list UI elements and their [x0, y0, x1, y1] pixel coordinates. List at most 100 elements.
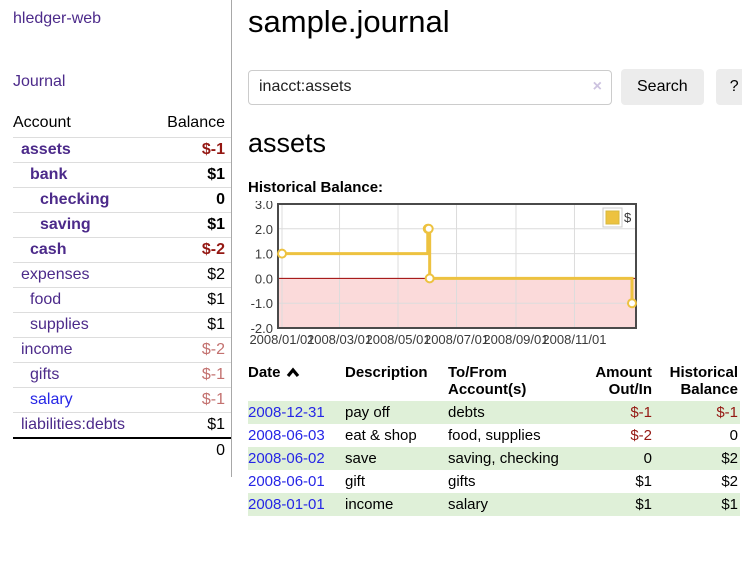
historical-balance-chart: 3.0 2.0 1.0 0.0 -1.0 -2.0 2008/01/01 2008/03/01… — [248, 201, 742, 351]
sidebar-account-link[interactable]: supplies — [30, 316, 89, 333]
sidebar-account-link[interactable]: cash — [30, 241, 67, 258]
svg-text:3.0: 3.0 — [255, 201, 273, 212]
account-row: liabilities:debts $1 — [13, 412, 231, 438]
sidebar-account-balance: 0 — [151, 187, 231, 213]
register-col-amount: Amount Out/In — [595, 364, 652, 398]
register-accounts: debts — [448, 404, 485, 421]
account-row: bank $1 — [13, 162, 231, 188]
app-title-link[interactable]: hledger-web — [13, 10, 102, 27]
sidebar-account-balance: $1 — [151, 412, 231, 438]
register-date-link[interactable]: 2008-06-02 — [248, 450, 325, 467]
register-date-link[interactable]: 2008-06-01 — [248, 473, 325, 490]
register-amount: $1 — [635, 473, 652, 490]
search-button[interactable]: Search — [621, 69, 704, 105]
register-accounts: food, supplies — [448, 427, 541, 444]
accounts-col-balance: Balance — [167, 114, 225, 131]
sort-ascending-icon — [286, 367, 299, 378]
register-balance: 0 — [729, 427, 738, 444]
register-col-accounts: To/From Account(s) — [448, 364, 527, 398]
sidebar-account-balance: $-1 — [151, 387, 231, 413]
accounts-col-account: Account — [13, 114, 71, 131]
account-row: gifts $-1 — [13, 362, 231, 388]
register-header-row: Date Description To/From Account(s) Amou… — [248, 362, 740, 401]
svg-text:2008/05/01: 2008/05/01 — [365, 332, 430, 347]
sidebar-account-link[interactable]: gifts — [30, 366, 60, 383]
account-row: assets $-1 — [13, 137, 231, 163]
svg-text:1.0: 1.0 — [255, 247, 273, 262]
sidebar-account-link[interactable]: liabilities:debts — [21, 416, 126, 433]
register-col-balance: Historical Balance — [669, 364, 738, 398]
sidebar: hledger-web Journal Account Balance asse… — [0, 0, 232, 477]
register-description: gift — [345, 473, 366, 490]
accounts-table-body: assets $-1 bank $1 checking 0 saving $1 cash $-2 e… — [13, 137, 231, 438]
legend-label: $ — [624, 210, 632, 225]
data-point — [423, 223, 434, 234]
svg-text:2.0: 2.0 — [255, 222, 273, 237]
account-heading: assets — [248, 128, 327, 158]
accounts-header-row: Account Balance — [13, 112, 231, 138]
register-balance: $1 — [721, 496, 738, 513]
sidebar-account-balance: $-1 — [151, 137, 231, 163]
account-row: income $-2 — [13, 337, 231, 363]
search-input[interactable] — [248, 69, 612, 105]
sidebar-account-balance: $1 — [151, 162, 231, 188]
register-row: 2008-06-03 eat & shop food, supplies $-2 0 — [248, 424, 740, 447]
register-accounts: saving, checking — [448, 450, 559, 467]
register-amount: $-1 — [630, 404, 652, 421]
register-balance: $-1 — [716, 404, 738, 421]
svg-text:2008/09/01: 2008/09/01 — [483, 332, 548, 347]
sidebar-account-link[interactable]: saving — [40, 216, 91, 233]
register-balance: $2 — [721, 473, 738, 490]
register-date-link[interactable]: 2008-06-03 — [248, 427, 325, 444]
sidebar-account-balance: $1 — [151, 212, 231, 238]
svg-text:2008/11/01: 2008/11/01 — [542, 332, 606, 347]
account-row: cash $-2 — [13, 237, 231, 263]
register-accounts: salary — [448, 496, 489, 513]
data-point — [627, 298, 637, 309]
svg-text:2008/03/01: 2008/03/01 — [307, 332, 372, 347]
sidebar-account-link[interactable]: assets — [21, 141, 71, 158]
sidebar-account-balance: $-2 — [151, 237, 231, 263]
svg-text:-2.0: -2.0 — [251, 321, 273, 336]
register-col-date[interactable]: Date — [248, 362, 345, 401]
accounts-total-value: 0 — [151, 437, 231, 463]
register-col-description: Description — [345, 364, 428, 381]
register-description: eat & shop — [345, 427, 417, 444]
svg-text:-1.0: -1.0 — [251, 296, 273, 311]
sidebar-account-link[interactable]: food — [30, 291, 62, 308]
sidebar-account-link[interactable]: income — [21, 341, 73, 358]
search-bar: × Search ? — [248, 69, 742, 105]
chart-title: Historical Balance: — [248, 179, 384, 196]
account-row: expenses $2 — [13, 262, 231, 288]
register-description: pay off — [345, 404, 390, 421]
register-accounts: gifts — [448, 473, 476, 490]
sidebar-account-balance: $1 — [151, 312, 231, 338]
register-amount: 0 — [643, 450, 652, 467]
sidebar-account-link[interactable]: salary — [30, 391, 73, 408]
register-table: Date Description To/From Account(s) Amou… — [248, 362, 740, 516]
register-balance: $2 — [721, 450, 738, 467]
sidebar-account-link[interactable]: expenses — [21, 266, 90, 283]
sidebar-item-journal[interactable]: Journal — [13, 73, 66, 90]
help-button[interactable]: ? — [715, 69, 742, 105]
register-description: save — [345, 450, 377, 467]
sidebar-account-balance: $1 — [151, 287, 231, 313]
clear-search-icon[interactable]: × — [592, 77, 602, 95]
data-point — [277, 248, 287, 259]
account-row: salary $-1 — [13, 387, 231, 413]
register-amount: $-2 — [630, 427, 652, 444]
register-description: income — [345, 496, 394, 513]
sidebar-account-link[interactable]: bank — [30, 166, 68, 183]
accounts-total-row: 0 — [13, 437, 231, 463]
register-row: 2008-01-01 income salary $1 $1 — [248, 493, 740, 516]
main-content: sample.journal × Search ? assets Histori… — [232, 0, 742, 516]
register-date-link[interactable]: 2008-12-31 — [248, 404, 325, 421]
sidebar-account-link[interactable]: checking — [40, 191, 110, 208]
register-row: 2008-06-02 save saving, checking 0 $2 — [248, 447, 740, 470]
register-date-link[interactable]: 2008-01-01 — [248, 496, 325, 513]
sidebar-account-balance: $2 — [151, 262, 231, 288]
sidebar-account-balance: $-2 — [151, 337, 231, 363]
account-row: checking 0 — [13, 187, 231, 213]
svg-text:2008/07/01: 2008/07/01 — [424, 332, 489, 347]
register-row: 2008-06-01 gift gifts $1 $2 — [248, 470, 740, 493]
